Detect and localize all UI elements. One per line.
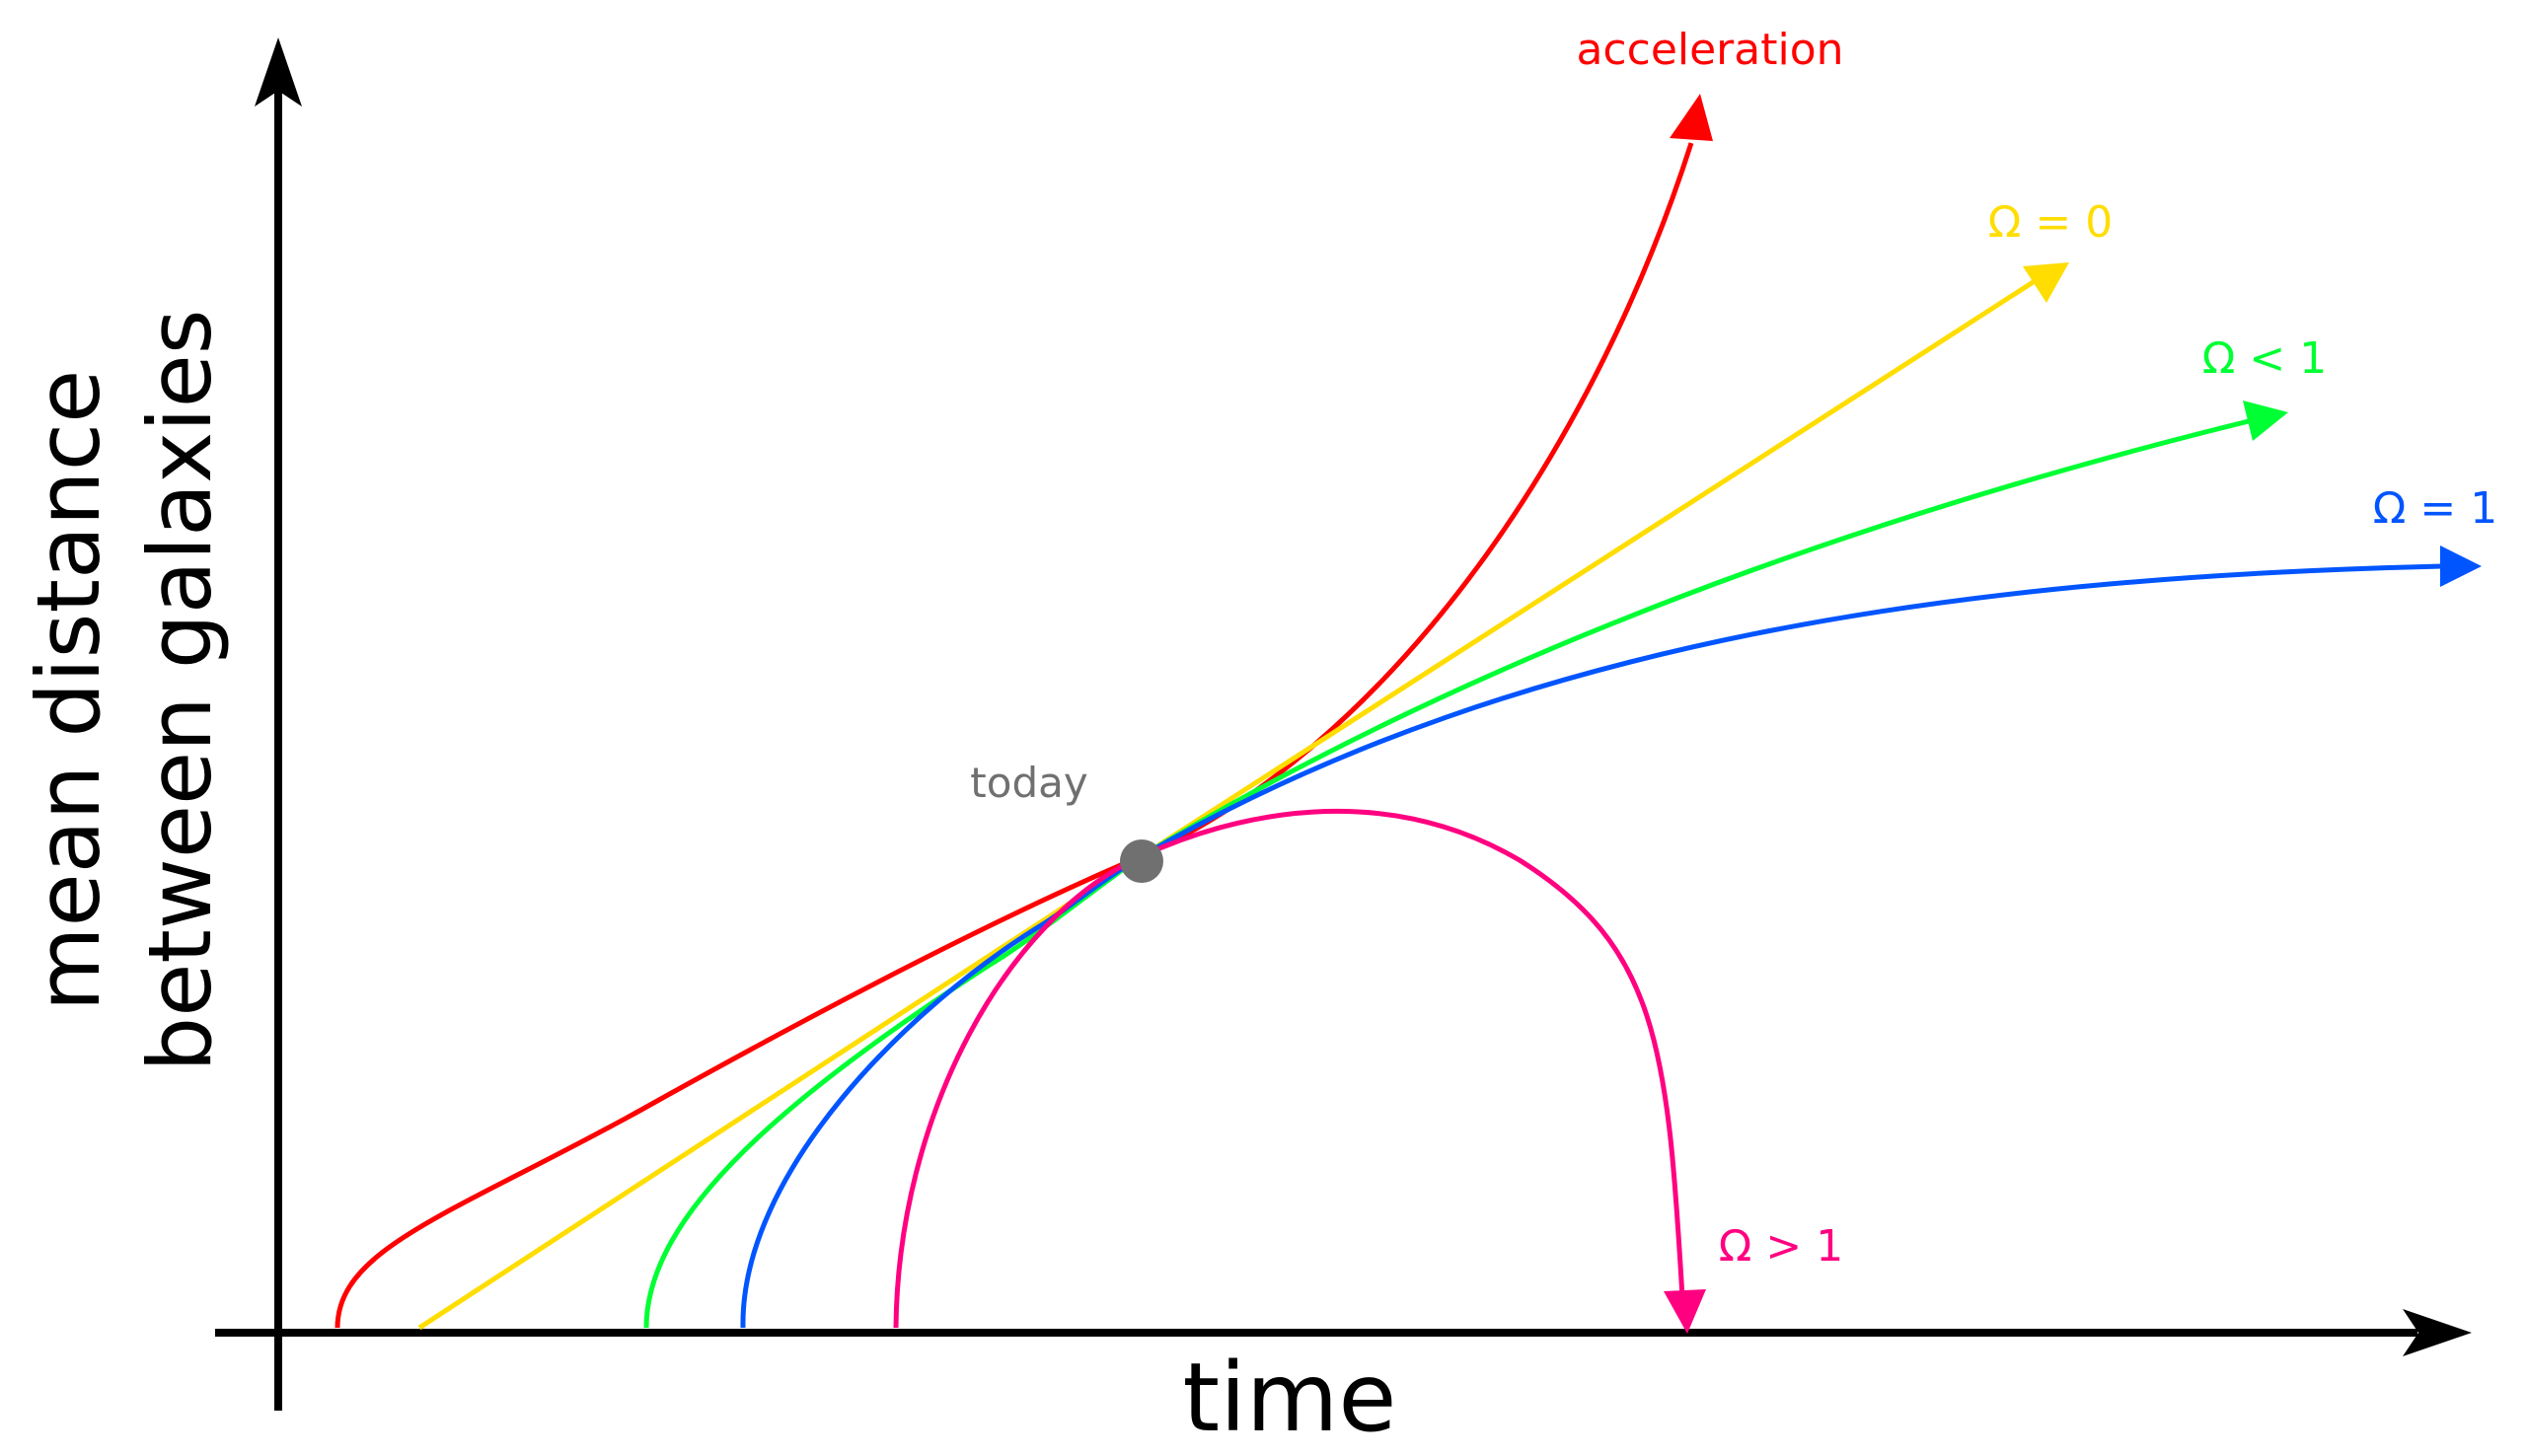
y-axis-label-line1: mean distance [18, 370, 119, 1011]
omega-0-label: Ω = 0 [1988, 197, 2113, 248]
omega-gt-1-label: Ω > 1 [1719, 1221, 1843, 1272]
omega-lt-1-arrowhead [2243, 400, 2288, 441]
curve-omega-1 [740, 563, 2443, 1329]
axes [215, 37, 2472, 1411]
omega-lt-1-label: Ω < 1 [2202, 333, 2327, 384]
omega-0-arrowhead [2023, 262, 2069, 303]
y-axis-label-group-2: between galaxies [129, 309, 231, 1071]
omega-1-arrowhead [2440, 546, 2482, 587]
curve-acceleration [334, 142, 1694, 1329]
curves [334, 142, 2443, 1331]
curve-omega-lt-1 [643, 417, 2254, 1329]
acceleration-arrowhead [1670, 94, 1713, 141]
y-axis-label-line2: between galaxies [129, 309, 231, 1071]
x-axis-arrowhead [2403, 1309, 2472, 1356]
curve-omega-gt-1 [893, 808, 1685, 1329]
omega-1-label: Ω = 1 [2373, 483, 2497, 534]
today-marker [1120, 839, 1163, 883]
y-axis-arrowhead [255, 37, 302, 107]
y-axis-label-group: mean distance [18, 370, 119, 1011]
curve-arrowheads [1664, 94, 2482, 1334]
curve-labels: acceleration Ω = 0 Ω < 1 Ω = 1 Ω > 1 [1576, 25, 2497, 1272]
acceleration-label: acceleration [1576, 25, 1843, 75]
omega-gt-1-arrowhead [1664, 1289, 1706, 1334]
x-axis-label: time [1183, 1343, 1397, 1451]
today-label: today [970, 759, 1087, 807]
